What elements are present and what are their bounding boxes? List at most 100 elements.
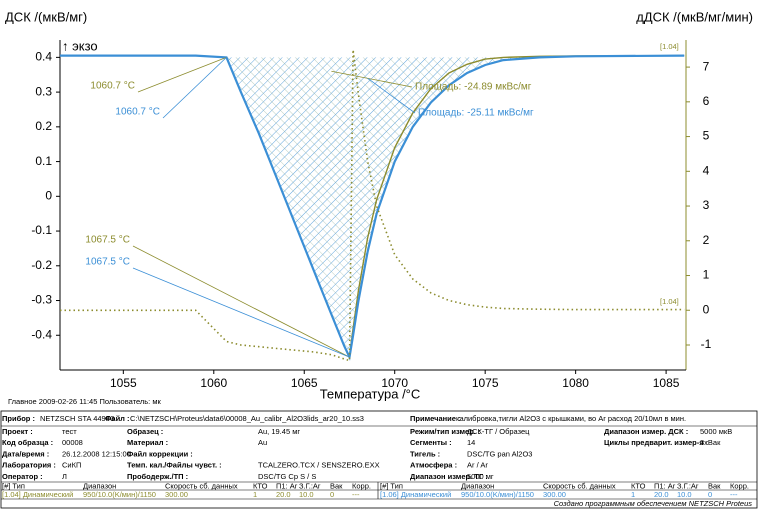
leader-line xyxy=(132,267,350,358)
info-value: TCALZERO.TCX / SENSZERO.EXX xyxy=(258,461,380,470)
exo-label: ↑ экзо xyxy=(62,38,98,53)
footer: Главное 2009-02-26 11:45 Пользователь: м… xyxy=(8,397,161,406)
segment-cell: 10.0 xyxy=(677,490,692,499)
segment-header: З.Г.:Ar xyxy=(677,481,699,490)
segment-header: Скорость сб. данных xyxy=(165,481,238,490)
y2-tick-label: 2 xyxy=(703,233,710,247)
info-label: Материал : xyxy=(127,438,168,447)
segment-header: [#] Тип xyxy=(380,481,403,490)
info-value: Au, 19.45 мг xyxy=(258,427,300,436)
segment-cell: 20.0 xyxy=(276,490,291,499)
y-tick-label: -0.3 xyxy=(31,293,52,307)
segment-header: Корр. xyxy=(730,481,749,490)
y-tick-label: -0.2 xyxy=(31,258,52,272)
y2-tick-label: 7 xyxy=(703,59,710,73)
series-line xyxy=(60,54,685,361)
segment-cell: 20.0 xyxy=(654,490,669,499)
y-axis-label: ДСК /(мкВ/мг) xyxy=(5,9,87,24)
info-label: Диапазон измер. ТГ : xyxy=(410,472,488,481)
x-tick-label: 1065 xyxy=(291,376,318,390)
info-value: Ar / Ar xyxy=(467,461,488,470)
info-frame xyxy=(0,410,758,509)
info-label: Код образца : xyxy=(2,438,53,447)
segment-cell: --- xyxy=(352,490,360,499)
series-line xyxy=(60,49,685,362)
info-label: Прибор : xyxy=(2,414,35,423)
y2-tick-label: 0 xyxy=(703,302,710,316)
annotation: Площадь: -24.89 мкВс/мг xyxy=(415,82,532,93)
info-label: Режим/тип измер. : xyxy=(410,427,480,436)
leader-line xyxy=(331,70,413,88)
segment-cell: 0 xyxy=(708,490,712,499)
y-tick-label: 0.4 xyxy=(35,50,52,64)
x-tick-label: 1080 xyxy=(562,376,589,390)
info-value: ДСК-ТГ / Образец xyxy=(467,427,530,436)
x-axis-label: Температура /°C xyxy=(320,386,421,401)
info-value: 14 xyxy=(467,438,475,447)
peak-area xyxy=(226,57,540,358)
segment-cell: 950/10.0(K/мин)/1150 xyxy=(83,490,156,499)
info-value: 5000 мг xyxy=(467,472,494,481)
y-tick-label: -0.1 xyxy=(31,223,52,237)
leader-line xyxy=(132,245,350,358)
info-value: NETZSCH STA 449F3 xyxy=(40,414,114,423)
x-tick-label: 1085 xyxy=(653,376,680,390)
segment-header: П1: Ar xyxy=(276,481,298,490)
segment-cell: --- xyxy=(730,490,738,499)
segment-header: Вак xyxy=(708,481,721,490)
info-value: C:\NETZSCH\Proteus\data6\00008_Au_calibr… xyxy=(130,414,364,423)
segment-cell: 300.00 xyxy=(543,490,566,499)
annotation: 1060.7 °C xyxy=(90,81,135,92)
leader-line xyxy=(137,56,227,93)
info-value: 5000 мкВ xyxy=(700,427,732,436)
info-label: Файл коррекции : xyxy=(127,449,193,458)
segment-cell: [1.06] Динамический xyxy=(380,490,451,499)
info-value: СиКП xyxy=(62,461,81,470)
segment-header: Вак xyxy=(330,481,343,490)
annotation: 1067.5 °C xyxy=(85,257,130,268)
info-value: 26.12.2008 12:15:00 xyxy=(62,449,131,458)
info-label: Дата/время : xyxy=(2,449,49,458)
segment-header: Диапазон xyxy=(83,481,116,490)
info-label: Прободерж./ТП : xyxy=(127,472,188,481)
annotation: 1067.5 °C xyxy=(85,235,130,246)
leader-line xyxy=(162,57,227,119)
y2-tick-label: 5 xyxy=(703,129,710,143)
y-tick-label: -0.4 xyxy=(31,327,52,341)
info-value: Л xyxy=(62,472,67,481)
x-tick-label: 1075 xyxy=(472,376,499,390)
annotation: [1.04] xyxy=(660,297,679,306)
info-label: Темп. кал./Файлы чувст. : xyxy=(127,461,222,470)
info-label: Файл : xyxy=(105,414,130,423)
annotation: Площадь: -25.11 мкВс/мг xyxy=(418,108,534,119)
info-label: Лаборатория : xyxy=(2,461,56,470)
info-label: Сегменты : xyxy=(410,438,452,447)
info-label: Проект : xyxy=(2,427,33,436)
x-tick-label: 1070 xyxy=(381,376,408,390)
segment-header: П1: Ar xyxy=(654,481,676,490)
info-value: 00008 xyxy=(62,438,83,447)
y2-axis-label: дДСК /(мкВ/мг/мин) xyxy=(636,9,753,24)
info-value: тест xyxy=(62,427,77,436)
info-value: DSC/TG Cp S / S xyxy=(258,472,316,481)
info-value: Au xyxy=(258,438,267,447)
y-tick-label: 0 xyxy=(45,188,52,202)
segment-header: Корр. xyxy=(352,481,371,490)
info-label: Тигель : xyxy=(410,449,440,458)
info-label: Диапазон измер. ДСК : xyxy=(604,427,688,436)
y2-tick-label: -1 xyxy=(701,337,712,351)
info-value: 3xВак xyxy=(700,438,721,447)
info-label: Циклы предварит. измер-я : xyxy=(604,438,708,447)
annotation: [1.04] xyxy=(660,42,679,51)
info-label: Образец : xyxy=(127,427,163,436)
x-tick-label: 1060 xyxy=(200,376,227,390)
credit: Создано программным обеспечением NETZSCH… xyxy=(554,499,753,508)
segment-header: З.Г.:Ar xyxy=(299,481,321,490)
segment-cell: [1.04] Динамический xyxy=(2,490,73,499)
y-tick-label: 0.1 xyxy=(35,154,52,168)
segment-cell: 300.00 xyxy=(165,490,188,499)
info-label: Атмосфера : xyxy=(410,461,457,470)
info-label: Примечание : xyxy=(410,414,461,423)
x-tick-label: 1055 xyxy=(110,376,137,390)
